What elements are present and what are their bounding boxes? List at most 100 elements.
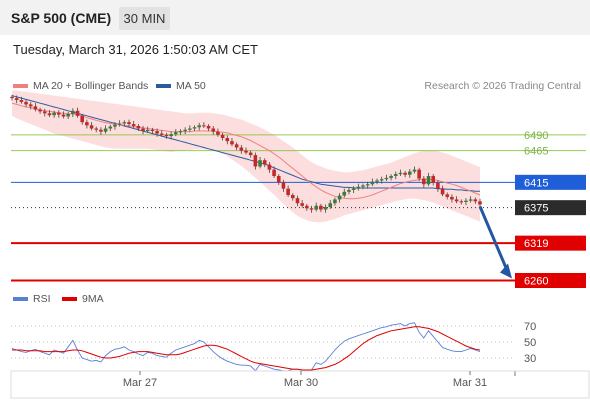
candle-body [459,201,464,203]
candle-body [239,147,244,151]
candle-body [197,125,201,128]
candle-body [356,186,361,189]
candle [436,180,440,192]
candle-body [244,150,248,153]
candle-body [33,106,38,110]
candle [145,126,150,133]
candle-body [365,184,370,186]
candle [262,158,267,168]
candle [61,111,66,119]
level-tag-6415 [515,174,586,190]
candle [305,203,309,211]
candle [131,120,136,128]
candle-body [94,128,99,130]
candle [286,185,290,197]
candle-body [464,200,468,202]
rsi-ma-line [12,326,481,371]
level-label-6465: 6465 [524,146,548,158]
candle-body [141,128,145,132]
level-label-6319: 6319 [524,238,548,250]
candle-body [150,129,155,132]
level-label-6415: 6415 [524,177,548,189]
candle-body [42,111,47,114]
candle-body [192,127,197,129]
candle [295,195,300,207]
candle-body [323,207,328,210]
candle-body [164,134,169,137]
candle-body [403,172,407,175]
interval-button[interactable]: 30 MIN [119,7,170,30]
candle [159,130,164,137]
candle-body [61,114,66,117]
candle [408,169,412,178]
candle [361,183,365,190]
candle [445,192,450,200]
candle [323,204,328,213]
rsi-tick-50: 50 [524,337,536,349]
rsi-swatch [13,297,28,302]
candle [267,162,272,173]
candle-body [422,178,426,185]
candle [197,122,201,131]
candle-body [52,112,56,116]
candle-body [281,182,286,189]
time-axis-frame [10,370,590,399]
candle [75,107,80,118]
level-label-6490: 6490 [524,130,548,142]
candle-body [375,180,379,182]
candle [300,200,304,208]
candle [450,194,454,203]
candle [178,129,183,135]
candle-body [426,176,431,185]
candle [412,166,417,174]
legend-rsi-ma: 9MA [62,293,104,305]
candle [473,197,478,204]
candle [117,120,122,127]
candle-body [108,126,113,129]
candle-body [379,179,384,181]
rsi-panel: 70 50 30 [11,321,536,365]
candle [216,128,220,137]
candle [122,120,127,126]
candle [42,108,47,117]
rsi-tick-30: 30 [524,353,536,365]
candle-body [258,160,262,167]
candle [85,119,89,129]
candle [225,135,230,145]
candle-body [398,172,403,175]
candle-body [272,169,276,176]
candle-body [14,98,19,100]
candle-body [136,125,141,129]
candle-body [393,174,398,176]
candle-body [211,128,216,132]
candle-body [309,208,314,210]
x-tick-label: Mar 27 [123,377,157,389]
candle [333,197,337,206]
candle [281,179,286,192]
candle-body [122,122,127,124]
forecast-arrow-head [500,263,512,279]
candle [188,125,192,132]
candle-body [99,129,103,132]
rsi-tick-70: 70 [524,321,536,333]
legend-ma50-label: MA 50 [176,80,206,92]
candle-body [454,199,459,202]
candle [99,127,103,135]
candle-body [80,115,84,123]
legend-rsi-label: RSI [33,293,51,305]
candle [113,122,117,130]
forecast-arrow-shaft [478,205,510,274]
candle [28,101,33,110]
candle-body [174,132,178,135]
candle [431,174,435,186]
level-lines: 6490 6465 6415 6375 6319 6260 [11,130,586,288]
candle-body [384,177,389,180]
copyright: Research © 2026 Trading Central [424,80,581,92]
candle-body [253,155,258,167]
x-tick-label: Mar 31 [453,377,487,389]
candle [417,167,421,182]
level-tag-6319 [515,235,586,251]
candle [291,193,295,201]
candle [19,96,24,104]
